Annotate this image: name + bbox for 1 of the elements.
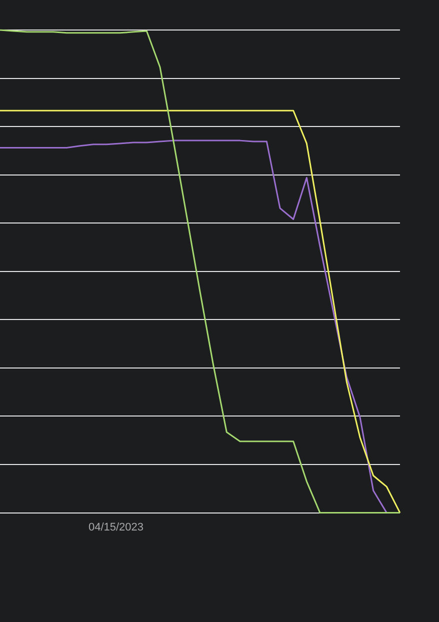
text: 04/15/2023 — [88, 521, 144, 534]
